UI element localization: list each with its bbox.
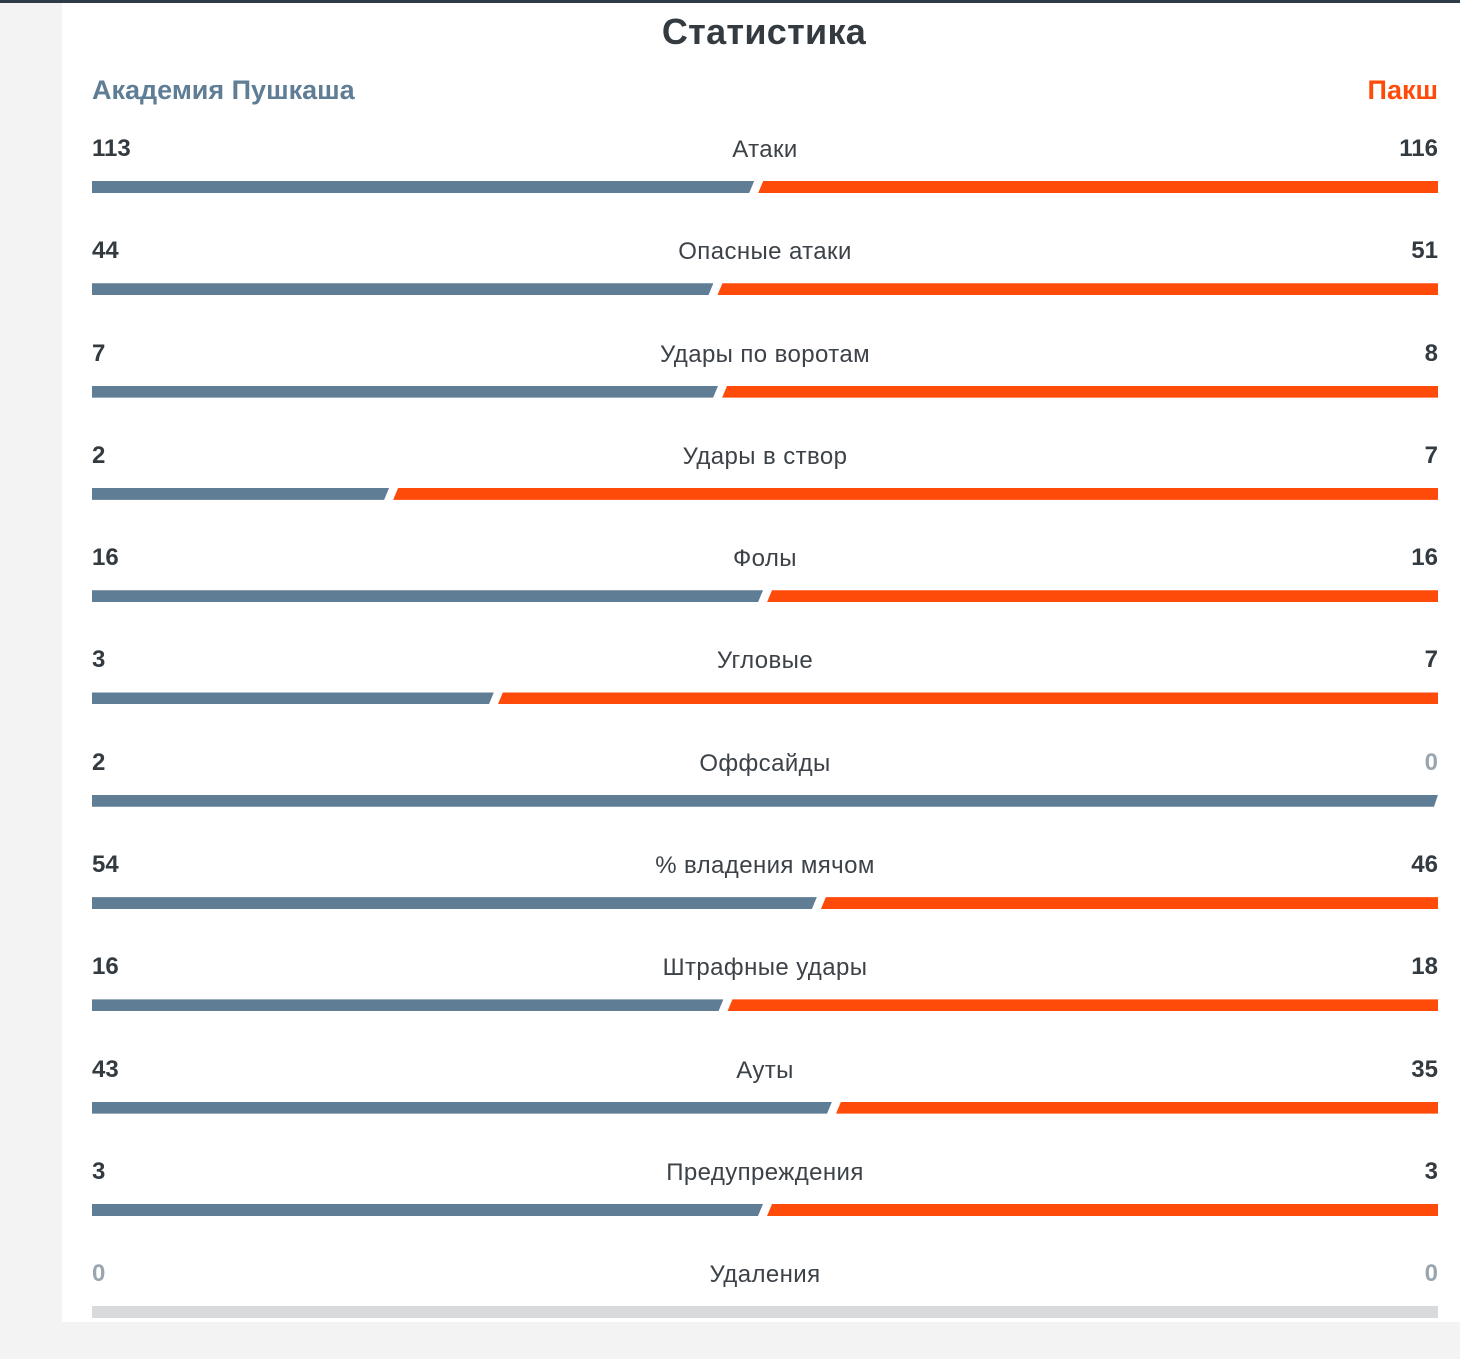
stat-bar-away [836, 1101, 1438, 1114]
stat-bar-home [92, 692, 494, 704]
stat-bar [92, 385, 1438, 398]
stat-bar-away [497, 692, 1438, 705]
stat-away-value: 3 [1424, 1157, 1438, 1185]
stat-away-value: 35 [1411, 1055, 1438, 1083]
stat-home-value: 7 [92, 339, 106, 367]
stat-bar-away [758, 181, 1438, 193]
stat-bar-away [727, 999, 1438, 1012]
stat-home-value: 3 [92, 646, 106, 674]
stat-bar-home [92, 1102, 832, 1114]
stat-bar-away [820, 897, 1438, 910]
top-border [0, 0, 1460, 3]
stat-row: 2 Удары в створ 7 [92, 438, 1438, 540]
stat-label: Ауты [736, 1056, 794, 1084]
stat-label: Оффсайды [699, 749, 831, 777]
stat-bar-away [767, 590, 1438, 603]
stat-away-value: 16 [1411, 544, 1438, 572]
stat-bar-away [767, 1203, 1438, 1216]
stat-bar-home [92, 1204, 763, 1216]
stat-bar [92, 283, 1438, 296]
stat-bar-home [92, 386, 718, 398]
home-team-name[interactable]: Академия Пушкаша [92, 75, 355, 105]
stat-home-value: 54 [92, 851, 119, 879]
stat-label: Атаки [732, 136, 798, 163]
stat-bar-home [92, 897, 817, 909]
stat-home-value: 2 [92, 441, 106, 469]
stat-bar [92, 1306, 1438, 1319]
stat-bar-home [92, 999, 723, 1011]
stat-away-value: 0 [1424, 1260, 1438, 1288]
stat-away-value: 18 [1411, 953, 1438, 981]
stat-home-value: 16 [92, 544, 119, 572]
stat-home-value: 113 [92, 135, 131, 162]
stat-row: 2 Оффсайды 0 [92, 745, 1438, 847]
stat-bar-away [722, 385, 1438, 398]
stat-bar [92, 1203, 1438, 1216]
stat-bar [92, 897, 1438, 910]
stat-bar [92, 590, 1438, 603]
panel-title: Статистика [661, 11, 867, 52]
stat-bar-home [92, 795, 1438, 807]
stat-row: 7 Удары по воротам 8 [92, 336, 1438, 438]
stat-label: Удары в створ [682, 442, 848, 470]
stat-bar-away [717, 283, 1438, 296]
stat-row: 44 Опасные атаки 51 [92, 233, 1438, 335]
stat-home-value: 16 [92, 953, 119, 981]
stat-bar-home [92, 590, 763, 602]
stat-label: Штрафные удары [662, 954, 868, 982]
stat-away-value: 0 [1424, 748, 1438, 776]
stat-away-value: 7 [1424, 441, 1438, 469]
stat-row: 3 Предупреждения 3 [92, 1154, 1438, 1256]
stat-bar [92, 487, 1438, 500]
stat-away-value: 116 [1399, 135, 1438, 162]
stat-row: 16 Фолы 16 [92, 540, 1438, 642]
stat-label: Угловые [716, 647, 814, 675]
stat-home-value: 0 [92, 1260, 106, 1288]
stat-away-value: 8 [1424, 339, 1438, 367]
stat-row: 3 Угловые 7 [92, 642, 1438, 744]
stat-home-value: 3 [92, 1157, 106, 1185]
stat-label: Предупреждения [666, 1158, 864, 1186]
stat-bar-away [393, 487, 1438, 500]
stat-label: Удаления [709, 1261, 821, 1289]
stat-home-value: 43 [92, 1055, 119, 1083]
stat-bar-home [92, 488, 389, 500]
stat-row: 113 Атаки 116 [92, 131, 1438, 233]
stat-home-value: 2 [92, 748, 106, 776]
stat-bar [92, 692, 1438, 705]
stat-home-value: 44 [92, 237, 119, 265]
stat-row: 43 Ауты 35 [92, 1052, 1438, 1154]
stat-bar [92, 795, 1438, 807]
stat-away-value: 7 [1424, 646, 1438, 674]
stat-bar [92, 181, 1438, 193]
statistics-panel: Статистика Академия Пушкаша Пакш 113 Атак… [62, 3, 1460, 1322]
stat-row: 54 % владения мячом 46 [92, 847, 1438, 949]
stat-bar-home [92, 283, 713, 295]
stats-list: 113 Атаки 116 44 Опасные атаки 51 7 Удары по во… [92, 131, 1438, 1359]
stat-label: Удары по воротам [660, 340, 870, 368]
stat-row: 16 Штрафные удары 18 [92, 949, 1438, 1051]
stat-label: Опасные атаки [678, 238, 852, 266]
stat-bar [92, 1101, 1438, 1114]
stat-row: 0 Удаления 0 [92, 1256, 1438, 1358]
stat-bar [92, 999, 1438, 1012]
stat-away-value: 51 [1411, 237, 1438, 265]
away-team-name[interactable]: Пакш [1367, 75, 1438, 105]
stat-away-value: 46 [1411, 851, 1438, 879]
stat-label: % владения мячом [655, 852, 875, 880]
stat-bar-home [92, 181, 754, 193]
stat-label: Фолы [733, 545, 797, 573]
stat-bar-empty [92, 1306, 1438, 1319]
